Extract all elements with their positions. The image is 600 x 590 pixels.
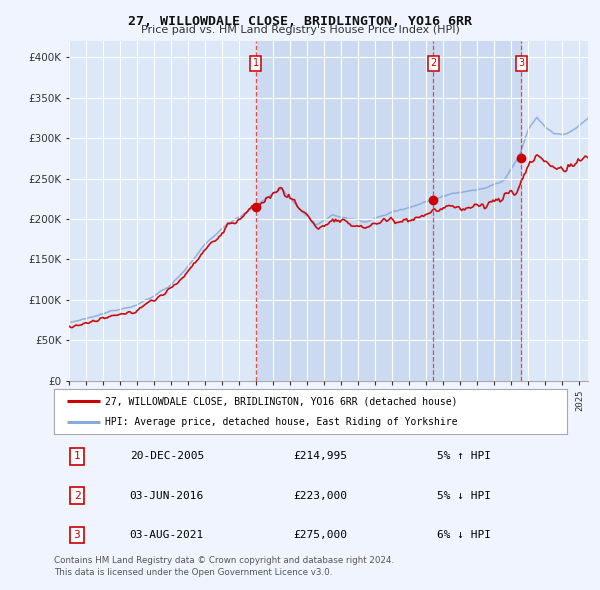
Text: 20-DEC-2005: 20-DEC-2005 bbox=[130, 451, 204, 461]
Text: 3: 3 bbox=[74, 530, 80, 540]
Text: 3: 3 bbox=[518, 58, 524, 68]
Text: £275,000: £275,000 bbox=[294, 530, 348, 540]
Text: Price paid vs. HM Land Registry's House Price Index (HPI): Price paid vs. HM Land Registry's House … bbox=[140, 25, 460, 35]
Text: 03-JUN-2016: 03-JUN-2016 bbox=[130, 491, 204, 500]
Text: 5% ↑ HPI: 5% ↑ HPI bbox=[437, 451, 491, 461]
Text: 2: 2 bbox=[74, 491, 80, 500]
Bar bbox=[256, 41, 521, 381]
Text: 27, WILLOWDALE CLOSE, BRIDLINGTON, YO16 6RR (detached house): 27, WILLOWDALE CLOSE, BRIDLINGTON, YO16 … bbox=[106, 396, 458, 407]
Text: 2: 2 bbox=[430, 58, 437, 68]
Text: 03-AUG-2021: 03-AUG-2021 bbox=[130, 530, 204, 540]
Text: £223,000: £223,000 bbox=[294, 491, 348, 500]
Text: £214,995: £214,995 bbox=[294, 451, 348, 461]
Text: 1: 1 bbox=[74, 451, 80, 461]
Text: Contains HM Land Registry data © Crown copyright and database right 2024.: Contains HM Land Registry data © Crown c… bbox=[54, 556, 394, 565]
Text: 1: 1 bbox=[253, 58, 259, 68]
Text: This data is licensed under the Open Government Licence v3.0.: This data is licensed under the Open Gov… bbox=[54, 568, 332, 577]
Text: HPI: Average price, detached house, East Riding of Yorkshire: HPI: Average price, detached house, East… bbox=[106, 417, 458, 427]
Text: 27, WILLOWDALE CLOSE, BRIDLINGTON, YO16 6RR: 27, WILLOWDALE CLOSE, BRIDLINGTON, YO16 … bbox=[128, 15, 472, 28]
Text: 5% ↓ HPI: 5% ↓ HPI bbox=[437, 491, 491, 500]
Text: 6% ↓ HPI: 6% ↓ HPI bbox=[437, 530, 491, 540]
